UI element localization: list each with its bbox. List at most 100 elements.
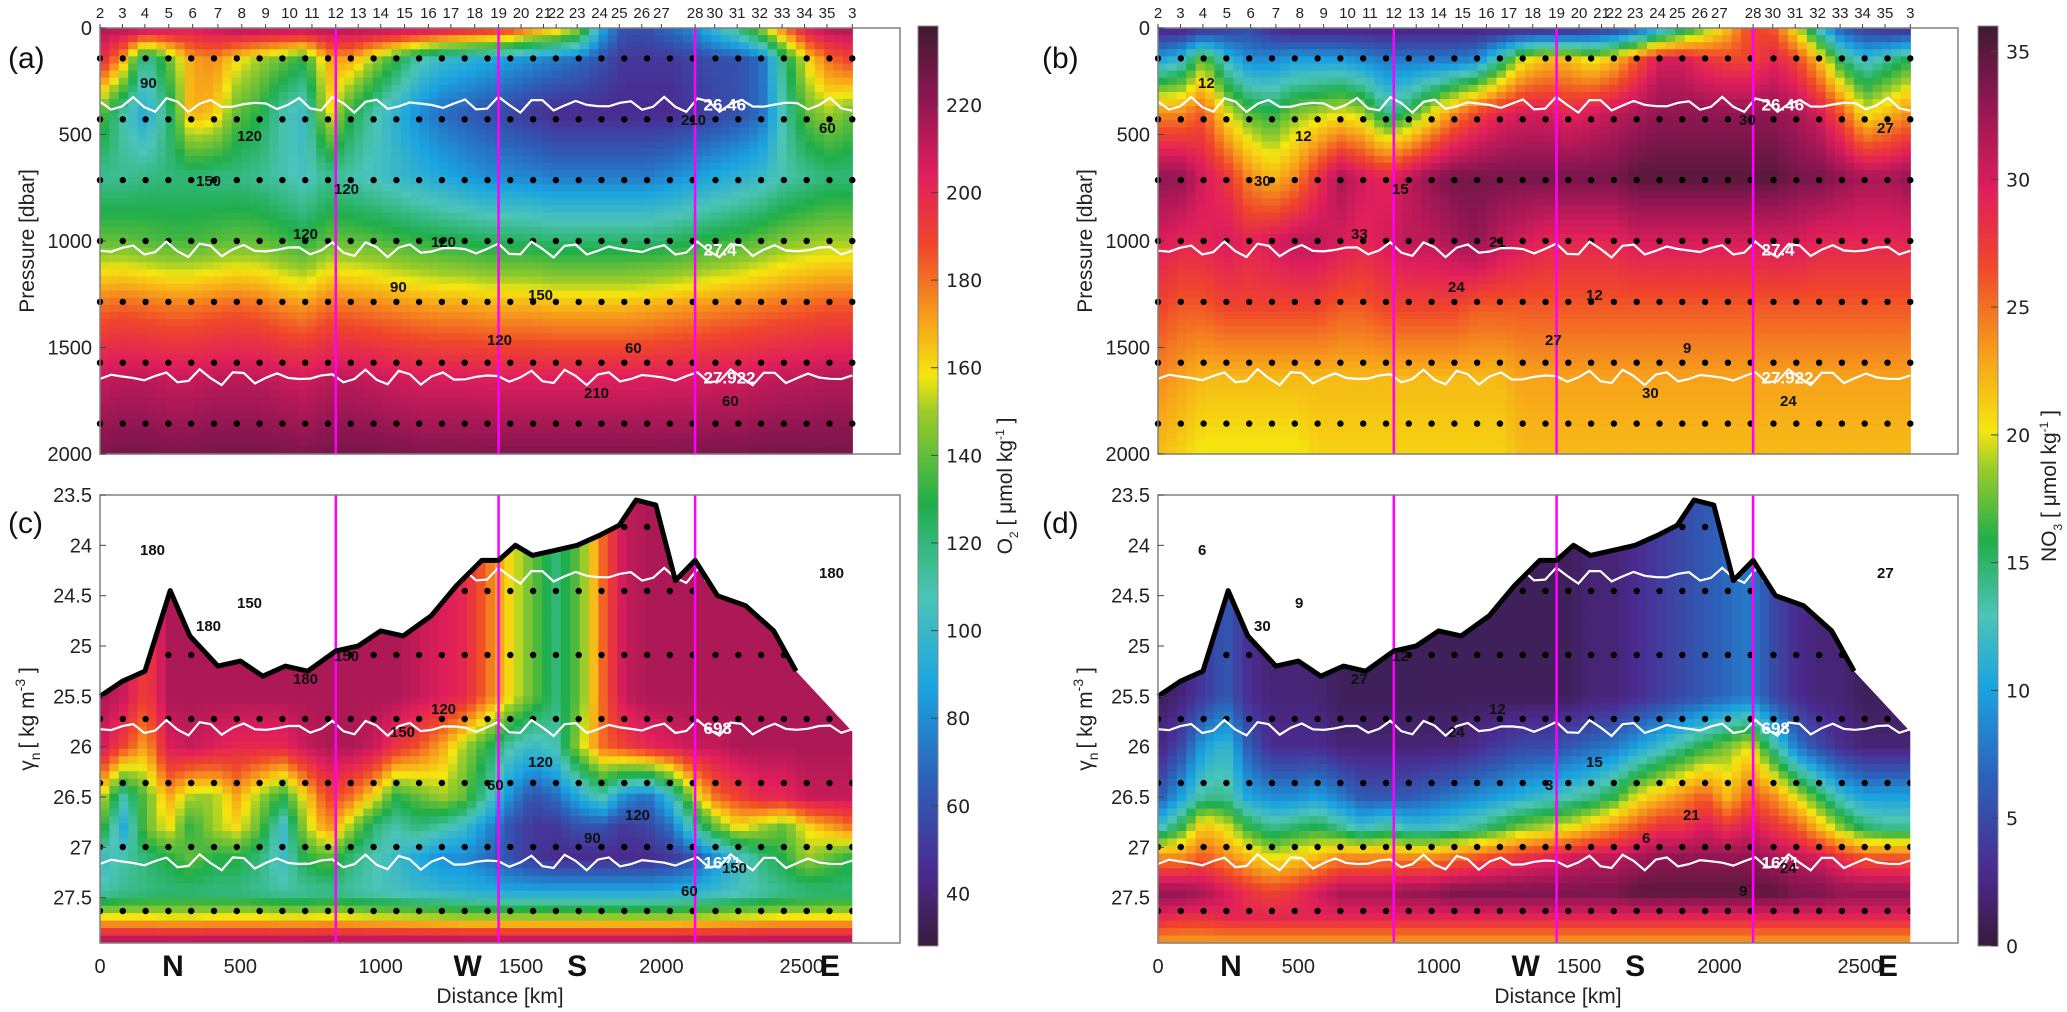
heat-cell (316, 354, 327, 363)
heat-cell (438, 191, 449, 199)
heat-cell (203, 205, 214, 214)
heat-cell (382, 205, 393, 214)
heat-cell (278, 77, 289, 86)
heat-cell (297, 42, 308, 50)
heat-cell (466, 184, 477, 192)
heat-cell (335, 361, 346, 370)
heat-cell (617, 134, 628, 143)
station-dot (826, 176, 833, 184)
heat-cell (288, 397, 299, 405)
heat-cell (372, 255, 383, 263)
heat-cell (109, 397, 120, 405)
heat-cell (598, 184, 609, 192)
heat-cell (278, 312, 289, 320)
heat-cell (476, 297, 487, 306)
heat-cell (701, 28, 712, 36)
heat-cell (335, 290, 346, 299)
heat-cell (175, 212, 186, 221)
heat-cell (551, 35, 562, 43)
heat-cell (551, 269, 562, 278)
heat-cell (570, 212, 581, 221)
heat-cell (109, 269, 120, 278)
heat-cell (212, 340, 223, 349)
heat-cell (607, 134, 618, 143)
heat-cell (269, 212, 280, 221)
heat-cell (683, 134, 694, 143)
heat-cell (165, 446, 176, 455)
heat-cell (419, 446, 430, 455)
heat-cell (645, 127, 656, 136)
heat-cell (466, 162, 477, 171)
heat-cell (203, 255, 214, 263)
heat-cell (598, 404, 609, 412)
heat-cell (269, 439, 280, 448)
heat-cell (438, 219, 449, 228)
heat-cell (598, 425, 609, 434)
heat-cell (147, 446, 158, 455)
heat-cell (203, 425, 214, 434)
heat-cell (692, 304, 703, 313)
station-dot (347, 176, 354, 184)
heat-cell (165, 290, 176, 299)
heat-cell (494, 255, 505, 263)
heat-cell (701, 262, 712, 270)
heat-cell (654, 326, 665, 334)
heat-cell (541, 290, 552, 299)
heat-cell (391, 262, 402, 270)
heat-cell (805, 304, 816, 313)
heat-cell (673, 127, 684, 136)
station-dot (849, 176, 856, 184)
heat-cell (250, 77, 261, 86)
heat-cell (767, 56, 778, 65)
heat-cell (372, 312, 383, 320)
heat-cell (833, 312, 844, 320)
heat-cell (335, 226, 346, 235)
heat-cell (523, 383, 534, 391)
heat-cell (777, 155, 788, 164)
heat-cell (316, 56, 327, 65)
heat-cell (147, 84, 158, 93)
heat-cell (560, 99, 571, 107)
heat-cell (429, 63, 440, 72)
heat-cell (438, 226, 449, 235)
heat-cell (429, 269, 440, 278)
heat-cell (513, 340, 524, 349)
heat-cell (786, 127, 797, 136)
heat-cell (636, 233, 646, 242)
heat-cell (429, 70, 440, 79)
heat-cell (560, 170, 571, 178)
heat-cell (607, 56, 618, 65)
heat-cell (504, 404, 515, 412)
heat-cell (805, 120, 816, 128)
heat-cell (269, 184, 280, 192)
heat-cell (288, 162, 299, 171)
station-dot (438, 116, 446, 123)
heat-cell (683, 418, 694, 427)
heat-cell (777, 219, 788, 228)
heat-cell (100, 127, 110, 136)
heat-cell (363, 262, 374, 270)
heat-cell (156, 255, 167, 263)
station-dot (621, 176, 628, 184)
heat-cell (194, 141, 205, 150)
heat-cell (814, 170, 825, 178)
heat-cell (645, 219, 656, 228)
heat-cell (758, 269, 769, 278)
heat-cell (673, 198, 684, 207)
heat-cell (250, 28, 261, 36)
heat-cell (485, 432, 496, 441)
heat-cell (109, 191, 120, 199)
heat-cell (748, 269, 759, 278)
heat-cell (570, 63, 581, 72)
heat-cell (344, 368, 355, 377)
heat-cell (833, 148, 844, 157)
heat-cell (476, 35, 487, 43)
heat-cell (335, 219, 346, 228)
heat-cell (673, 283, 684, 292)
heat-cell (391, 340, 402, 349)
heat-cell (203, 375, 214, 384)
heat-cell (626, 411, 637, 420)
heat-cell (147, 56, 158, 65)
heat-cell (767, 411, 778, 420)
heat-cell (457, 226, 468, 235)
